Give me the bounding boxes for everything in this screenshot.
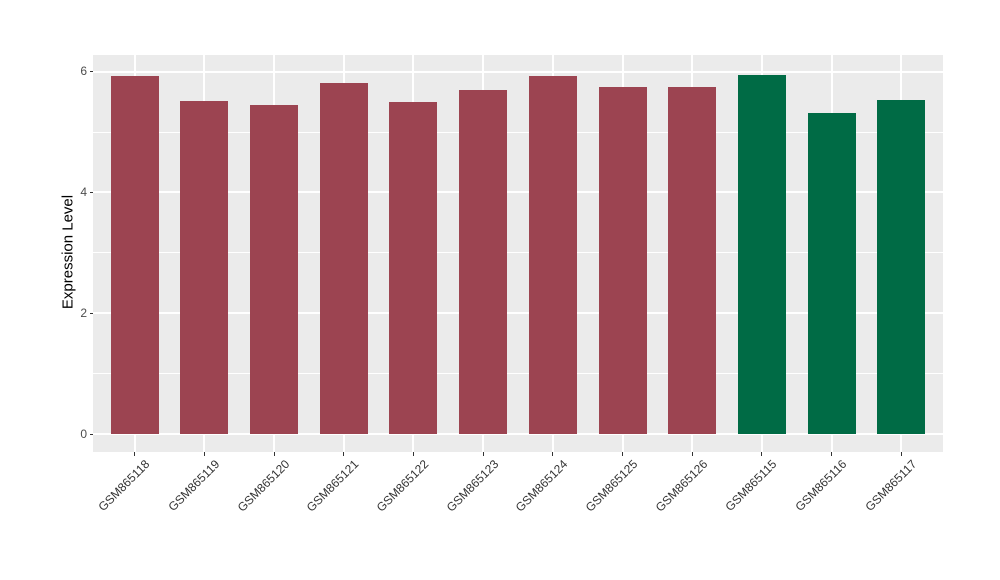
bar-GSM865116	[807, 112, 856, 434]
x-tick-mark	[343, 452, 345, 456]
bar-GSM865120	[250, 104, 299, 434]
y-tick-label: 4	[80, 184, 87, 199]
minor-gridline	[93, 252, 943, 254]
bar-GSM865123	[459, 89, 508, 434]
x-tick-mark	[761, 452, 763, 456]
x-tick-mark	[552, 452, 554, 456]
bar-GSM865124	[528, 76, 577, 434]
y-tick-label: 0	[80, 426, 87, 441]
x-tick-label-GSM865116: GSM865116	[792, 457, 850, 514]
x-tick-label-GSM865120: GSM865120	[234, 457, 293, 515]
minor-gridline	[93, 131, 943, 133]
x-tick-label-GSM865126: GSM865126	[652, 457, 711, 515]
major-gridline	[93, 70, 943, 73]
y-tick-mark	[89, 191, 93, 193]
bar-GSM865115	[737, 74, 786, 434]
y-tick-label: 6	[80, 64, 87, 79]
x-tick-mark	[622, 452, 623, 456]
x-tick-label-GSM865115: GSM865115	[722, 457, 780, 514]
x-tick-mark	[482, 452, 484, 456]
bar-GSM865117	[877, 99, 926, 434]
x-tick-label-GSM865118: GSM865118	[95, 457, 153, 514]
x-tick-label-GSM865117: GSM865117	[862, 457, 920, 514]
y-tick-mark	[89, 312, 93, 314]
x-tick-label-GSM865125: GSM865125	[582, 457, 641, 515]
y-tick-label: 2	[80, 305, 87, 320]
x-tick-mark	[831, 452, 833, 456]
x-tick-label-GSM865124: GSM865124	[513, 457, 571, 515]
major-gridline	[93, 433, 943, 435]
x-tick-label-GSM865121: GSM865121	[304, 457, 362, 515]
x-tick-mark	[412, 452, 414, 456]
bar-GSM865122	[389, 101, 438, 434]
bar-GSM865118	[110, 75, 159, 434]
x-tick-mark	[203, 452, 205, 456]
x-tick-label-GSM865123: GSM865123	[443, 457, 502, 515]
bar-GSM865119	[180, 101, 229, 434]
y-axis-title: Expression Level	[59, 194, 77, 310]
y-tick-mark	[89, 71, 93, 73]
x-tick-mark	[273, 452, 275, 456]
x-tick-label-GSM865122: GSM865122	[373, 457, 432, 515]
y-tick-mark	[89, 433, 93, 435]
major-gridline	[93, 191, 943, 194]
plot-area	[93, 55, 943, 452]
minor-gridline	[93, 373, 943, 375]
bar-GSM865125	[598, 87, 647, 434]
bar-GSM865126	[668, 87, 717, 434]
bar-GSM865121	[319, 83, 368, 434]
x-tick-mark	[900, 452, 902, 456]
x-tick-label-GSM865119: GSM865119	[165, 457, 223, 514]
major-gridline	[93, 312, 943, 315]
x-tick-mark	[691, 452, 693, 456]
x-tick-mark	[134, 452, 136, 456]
